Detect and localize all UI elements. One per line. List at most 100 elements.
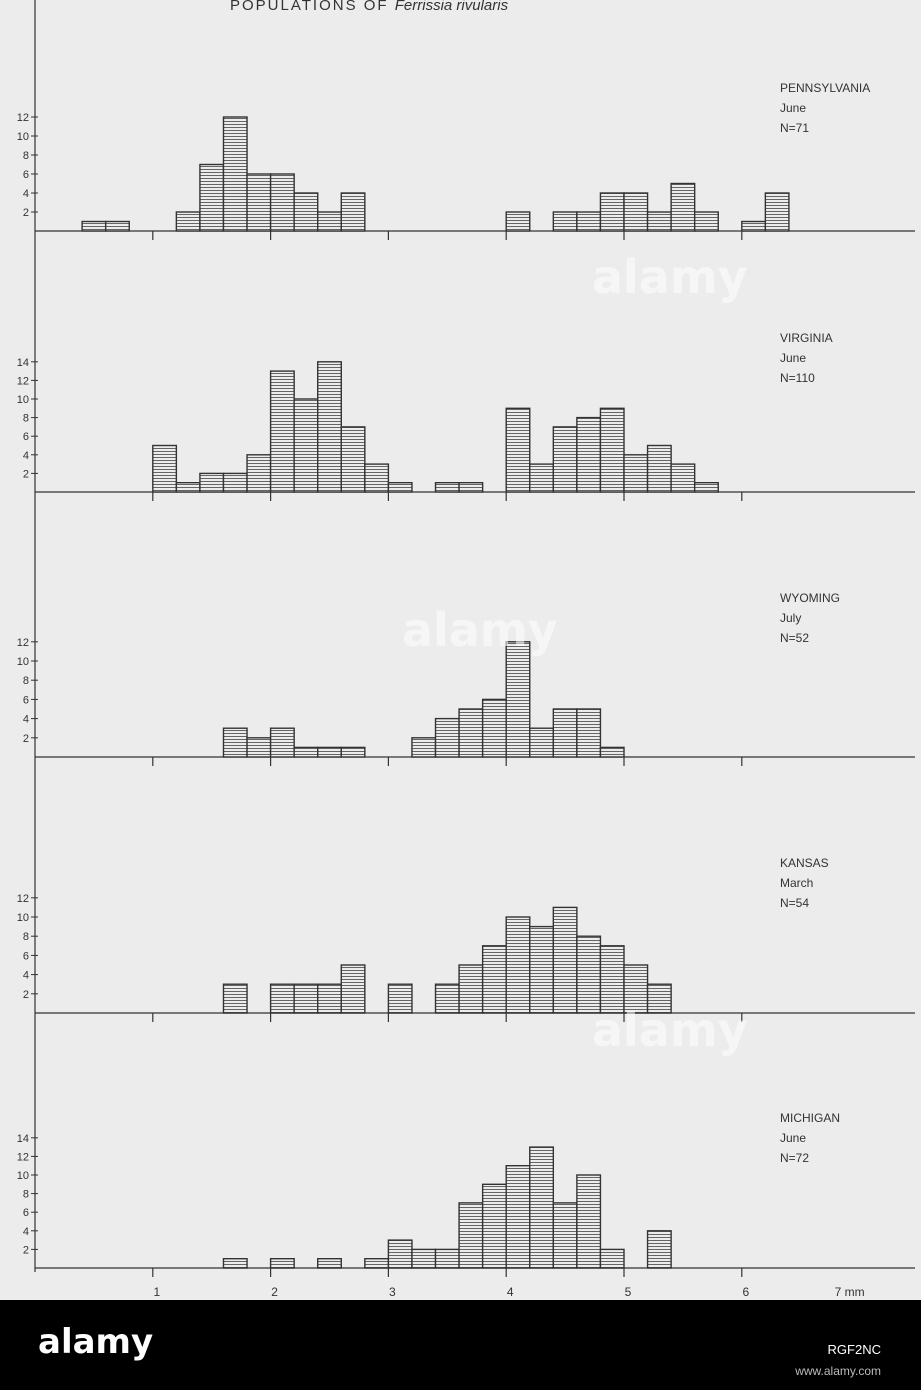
y-tick-label: 12 [17,637,29,649]
histogram-bar [340,426,366,493]
histogram-bar [529,925,555,1014]
histogram-bar [104,220,130,232]
state-label: MICHIGAN [780,1111,840,1125]
histogram-bar [458,964,484,1014]
y-tick-label: 4 [23,970,29,982]
histogram-bar [269,1257,295,1269]
month-label: July [780,611,801,625]
histogram-bar [434,983,460,1014]
histogram-bar [529,727,555,758]
histogram-bar [693,482,719,493]
histogram-bar [646,444,672,493]
state-label: KANSAS [780,856,829,870]
histogram-bar [481,698,507,758]
sample-size-label: N=54 [780,896,809,910]
histogram-bar [646,983,672,1014]
x-tick-label: 7 mm [835,1285,865,1299]
histogram-bar [481,1183,507,1269]
histogram-bar [246,173,272,232]
histogram-plot: 2 4 6 8 10 12 PENNSYLVANIA June N=71 2 4 6 8 10 12 14 VI… [17,0,915,1299]
sample-size-label: N=110 [780,371,815,385]
histogram-bar [599,192,625,232]
y-tick-label: 12 [17,893,29,905]
sample-size-label: N=71 [780,121,809,135]
histogram-bar [505,211,531,232]
histogram-bar [623,192,649,232]
title-species: Ferrissia rivularis [394,0,509,14]
histogram-bar [434,1248,460,1269]
y-tick-label: 8 [23,1189,29,1201]
histogram-bar [599,1248,625,1269]
histogram-bar [317,361,342,493]
histogram-bar [81,220,107,232]
histogram-bar [293,192,319,232]
histogram-bar [670,463,696,493]
histogram-bar [646,211,672,232]
y-tick-label: 14 [17,357,29,369]
panel-michigan: 2 4 6 8 10 12 14 MICHIGAN June N=72 [17,1111,915,1277]
histogram-bar [599,945,625,1014]
y-tick-label: 4 [23,714,29,726]
histogram-bar [387,482,413,493]
y-tick-label: 6 [23,694,29,706]
y-tick-label: 4 [23,188,29,200]
histogram-bar [576,1174,602,1269]
histogram-bar [340,192,366,232]
histogram-bar [293,398,319,493]
histogram-bar [529,463,555,493]
histogram-bar [552,211,578,232]
y-tick-label: 12 [17,112,29,124]
histogram-bar [764,192,790,232]
x-tick-label: 6 [742,1285,749,1299]
month-label: June [780,1131,806,1145]
figure: POPULATIONS OF Ferrissia rivularis 2 4 6 8 1… [16,0,915,1299]
y-tick-label: 6 [23,169,29,181]
histogram-bar [317,211,342,232]
y-tick-label: 12 [17,375,29,387]
y-tick-label: 10 [17,394,29,406]
histogram-bar [599,407,625,493]
histogram-bar [670,182,696,232]
y-tick-label: 10 [17,656,29,668]
histogram-bar [317,983,342,1014]
histogram-bar [387,983,413,1014]
histogram-bar [269,370,295,493]
footer-site: www.alamy.com [795,1364,881,1378]
histogram-bar [222,116,248,232]
y-tick-label: 8 [23,675,29,687]
histogram-bar [340,746,366,758]
histogram-bar [317,746,342,758]
histogram-bar [552,1202,578,1269]
state-label: VIRGINIA [780,331,833,345]
histogram-bar [293,746,319,758]
histogram-bar [222,983,248,1014]
x-tick-label: 2 [271,1285,278,1299]
state-label: PENNSYLVANIA [780,81,870,95]
y-tick-label: 14 [17,1133,29,1145]
month-label: March [780,876,813,890]
y-tick-label: 10 [17,1170,29,1182]
histogram-bar [269,727,295,758]
histogram-bar [293,983,319,1014]
histogram-bar [741,220,767,232]
x-tick-label: 3 [389,1285,396,1299]
histogram-bar [505,1164,531,1269]
panel-kansas: 2 4 6 8 10 12 KANSAS March N=54 [17,856,915,1022]
histogram-bar [552,426,578,493]
histogram-bar [599,746,625,758]
histogram-bar [199,472,225,493]
histogram-bar [246,454,272,493]
y-tick-label: 2 [23,733,29,745]
sample-size-label: N=72 [780,1151,809,1165]
y-tick-label: 6 [23,950,29,962]
title-prefix: POPULATIONS OF [230,0,389,14]
histogram-bar [411,1248,437,1269]
y-tick-label: 2 [23,1244,29,1256]
y-tick-label: 2 [23,468,29,480]
histogram-bar [481,945,507,1014]
histogram-bar [576,211,602,232]
y-tick-label: 12 [17,1151,29,1163]
histogram-bar [175,482,201,493]
histogram-bar [222,727,248,758]
histogram-bar [411,737,437,758]
